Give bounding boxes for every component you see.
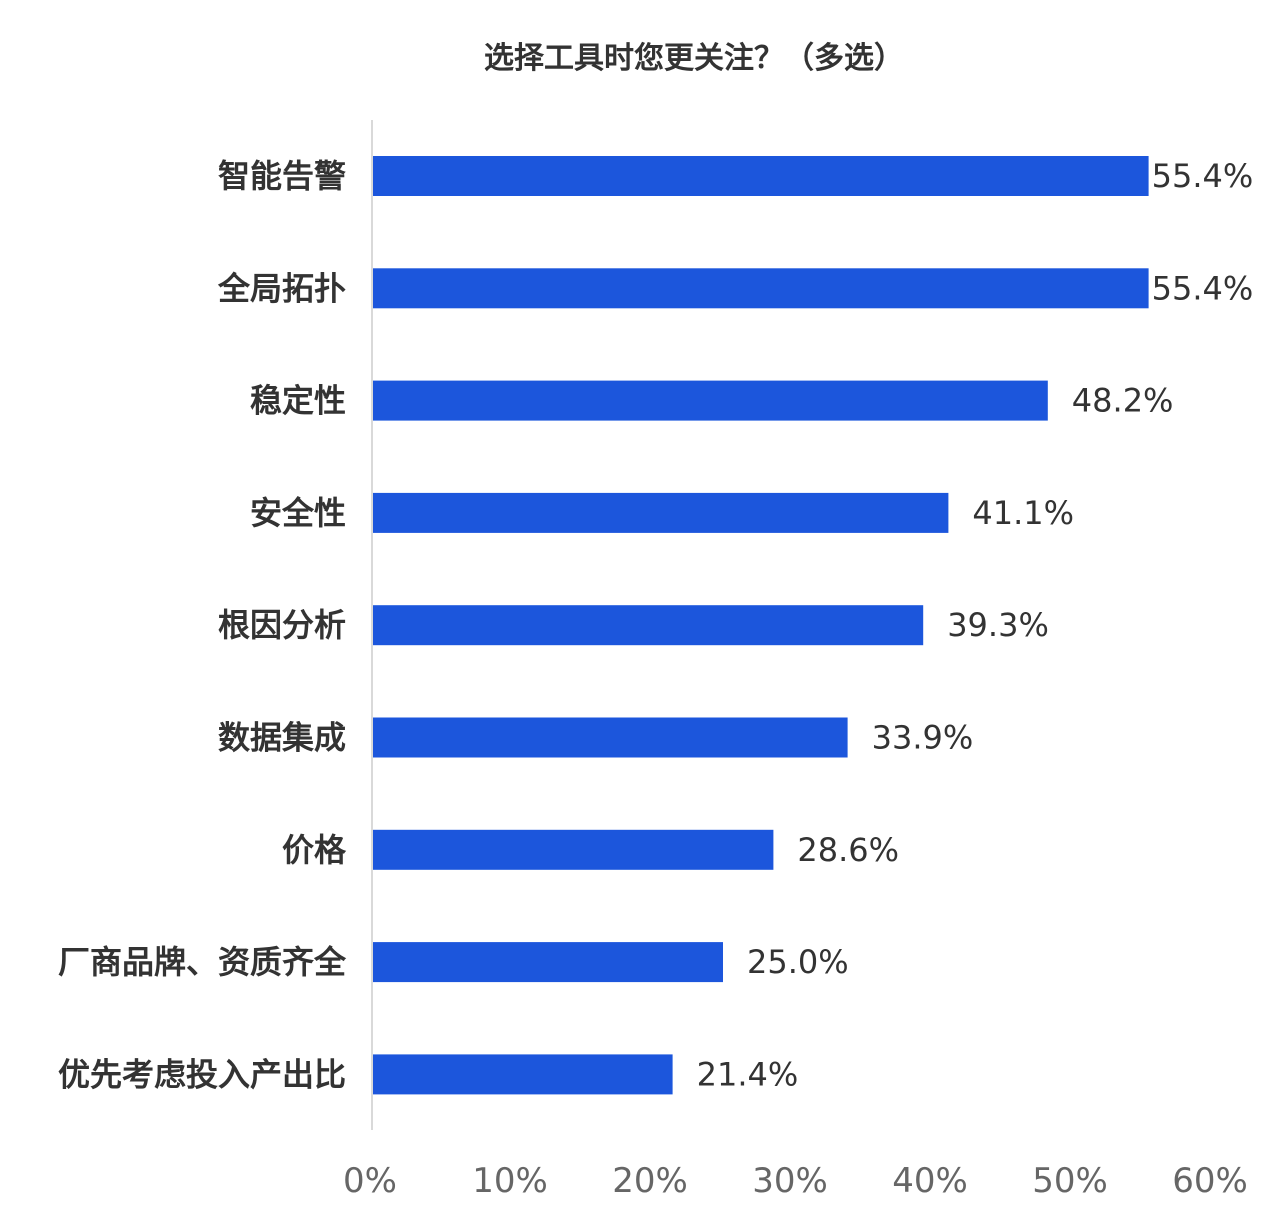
x-tick-label: 40% bbox=[892, 1161, 968, 1201]
chart-title: 选择工具时您更关注？（多选） bbox=[484, 41, 904, 76]
value-label: 55.4% bbox=[1152, 157, 1254, 195]
bar bbox=[373, 717, 848, 758]
bar bbox=[373, 156, 1149, 196]
x-tick-label: 50% bbox=[1032, 1161, 1108, 1201]
value-label: 21.4% bbox=[697, 1055, 799, 1093]
bar bbox=[373, 605, 924, 646]
bar bbox=[373, 492, 949, 533]
bar bbox=[373, 1054, 673, 1095]
value-label: 25.0% bbox=[747, 943, 849, 981]
x-tick-label: 0% bbox=[343, 1161, 397, 1201]
value-label: 39.3% bbox=[947, 606, 1049, 644]
x-tick-label: 60% bbox=[1172, 1161, 1248, 1201]
bar bbox=[373, 268, 1149, 309]
x-tick-label: 20% bbox=[612, 1161, 688, 1201]
value-label: 48.2% bbox=[1072, 382, 1174, 420]
bar bbox=[373, 380, 1048, 421]
category-label: 价格 bbox=[282, 831, 347, 869]
category-label: 稳定性 bbox=[250, 382, 346, 420]
category-label: 厂商品牌、资质齐全 bbox=[58, 943, 347, 981]
category-label: 根因分析 bbox=[218, 606, 346, 644]
category-label: 安全性 bbox=[250, 494, 346, 532]
category-label: 智能告警 bbox=[218, 157, 346, 195]
x-tick-label: 30% bbox=[752, 1161, 828, 1201]
category-label: 优先考虑投入产出比 bbox=[58, 1055, 346, 1093]
value-label: 28.6% bbox=[797, 831, 899, 869]
x-tick-label: 10% bbox=[472, 1161, 548, 1201]
value-label: 33.9% bbox=[872, 719, 974, 757]
bar bbox=[373, 942, 723, 983]
category-label: 数据集成 bbox=[218, 719, 346, 757]
bar bbox=[373, 829, 774, 870]
category-label: 全局拓扑 bbox=[217, 269, 346, 307]
value-label: 55.4% bbox=[1152, 269, 1254, 307]
value-label: 41.1% bbox=[972, 494, 1074, 532]
